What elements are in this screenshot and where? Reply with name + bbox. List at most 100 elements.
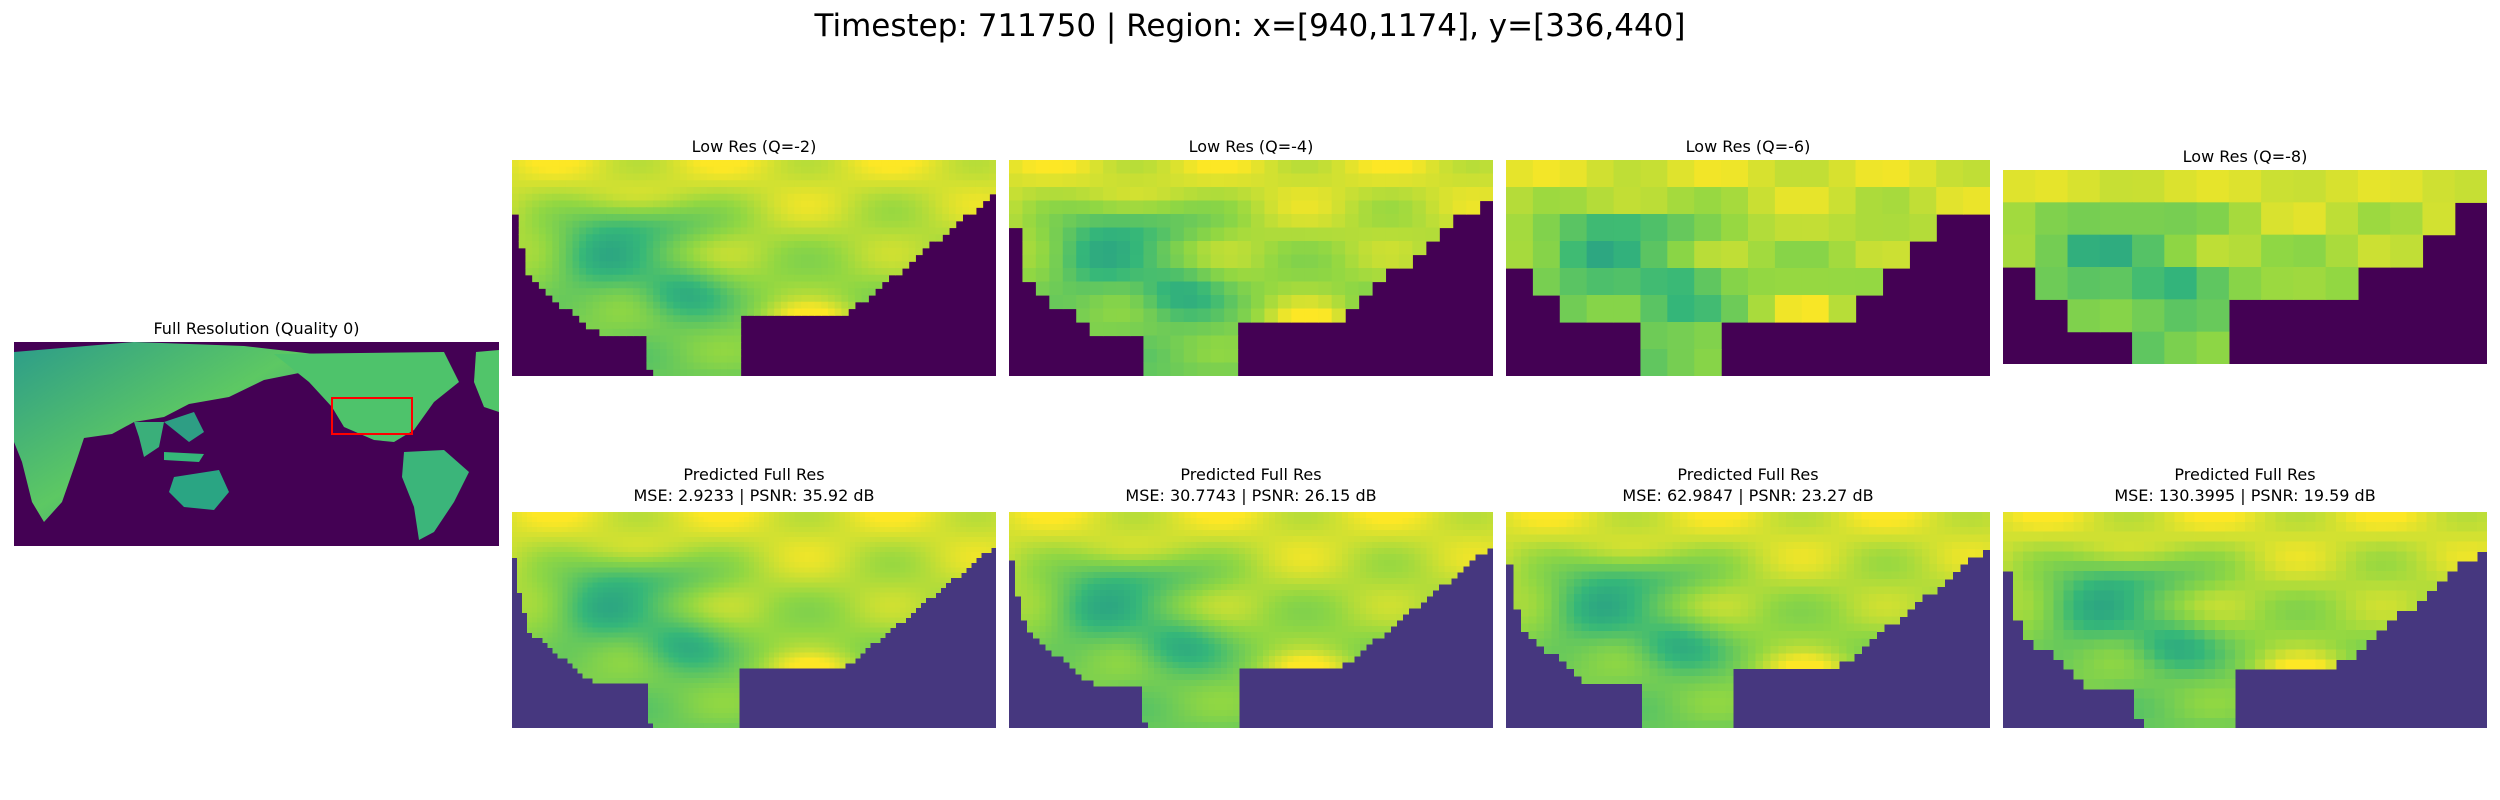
field-cell <box>547 542 553 548</box>
field-cell <box>597 622 604 629</box>
field-cell <box>905 542 911 548</box>
field-cell <box>985 517 992 523</box>
field-cell <box>900 587 906 593</box>
field-cell <box>854 622 861 629</box>
field-cell <box>849 617 856 624</box>
field-cell <box>727 369 735 376</box>
field-cell <box>895 617 901 624</box>
field-cell <box>666 220 674 229</box>
field-cell <box>606 166 614 175</box>
field-cell <box>1130 173 1145 188</box>
field-cell <box>617 547 624 553</box>
field-cell <box>854 547 861 553</box>
field-cell <box>527 512 533 518</box>
field-cell <box>1143 200 1158 215</box>
field-cell <box>659 355 668 364</box>
field-cell <box>723 617 730 624</box>
field-cell <box>626 200 634 208</box>
field-cell <box>713 200 721 208</box>
field-cell <box>910 602 916 609</box>
field-cell <box>888 160 896 168</box>
field-cell <box>2390 202 2424 236</box>
field-cell <box>643 592 649 598</box>
field-cell <box>759 522 765 528</box>
field-cell <box>718 612 725 619</box>
field-cell <box>2067 299 2101 333</box>
field-cell <box>804 547 811 553</box>
field-cell <box>965 522 972 528</box>
field-cell <box>747 308 755 316</box>
field-cell <box>653 592 659 598</box>
field-cell <box>1425 214 1440 229</box>
field-cell <box>774 220 782 229</box>
field-cell <box>787 268 795 276</box>
field-cell <box>617 567 624 573</box>
field-cell <box>646 193 654 202</box>
field-cell <box>738 532 745 538</box>
field-cell <box>532 193 540 202</box>
field-cell <box>728 532 735 538</box>
field-cell <box>720 180 728 188</box>
field-cell <box>538 187 547 195</box>
field-cell <box>525 220 533 229</box>
field-cell <box>804 537 811 543</box>
field-cell <box>869 567 876 573</box>
field-cell <box>1089 187 1104 202</box>
field-cell <box>875 552 881 558</box>
field-cell <box>1277 268 1292 283</box>
field-cell <box>769 627 775 634</box>
field-cell <box>622 627 629 634</box>
field-cell <box>517 547 523 553</box>
field-cell <box>532 166 540 175</box>
field-cell <box>1172 512 1179 519</box>
field-cell <box>801 274 809 283</box>
field-cell <box>759 657 765 664</box>
field-cell <box>587 587 594 593</box>
field-cell <box>784 517 790 523</box>
field-cell <box>915 527 921 533</box>
field-cell <box>718 662 725 669</box>
field-cell <box>1210 281 1225 296</box>
field-cell <box>545 220 553 229</box>
field-cell <box>562 622 569 629</box>
field-cell <box>930 572 937 578</box>
field-cell <box>1049 200 1064 215</box>
field-cell <box>789 642 795 649</box>
field-cell <box>688 687 695 694</box>
field-cell <box>1170 349 1185 364</box>
field-cell <box>559 261 567 269</box>
field-cell <box>854 274 863 283</box>
field-cell <box>547 532 553 538</box>
field-cell <box>980 537 987 543</box>
field-cell <box>693 261 701 269</box>
field-cell <box>617 667 624 674</box>
field-cell <box>1640 214 1668 242</box>
field-cell <box>960 522 967 528</box>
field-cell <box>829 557 836 563</box>
field-cell <box>606 288 614 296</box>
field-cell <box>849 582 856 588</box>
field-cell <box>769 557 775 563</box>
field-cell <box>638 657 644 664</box>
field-cell <box>804 612 811 619</box>
field-cell <box>743 567 750 573</box>
field-cell <box>1076 308 1091 323</box>
field-cell <box>1398 173 1413 188</box>
field-cell <box>617 517 624 523</box>
field-cell <box>612 667 619 674</box>
field-cell <box>787 281 795 289</box>
field-cell <box>738 547 745 553</box>
field-cell <box>1237 160 1252 175</box>
field-cell <box>552 577 558 583</box>
field-cell <box>794 214 802 222</box>
field-cell <box>794 647 800 654</box>
field-cell <box>1116 308 1131 323</box>
field-cell <box>868 254 876 262</box>
field-cell <box>814 234 822 242</box>
field-cell <box>627 627 634 634</box>
field-cell <box>658 662 664 669</box>
field-cell <box>1156 281 1171 296</box>
field-cell <box>713 717 720 724</box>
field-cell <box>572 187 580 195</box>
field-cell <box>518 227 527 235</box>
